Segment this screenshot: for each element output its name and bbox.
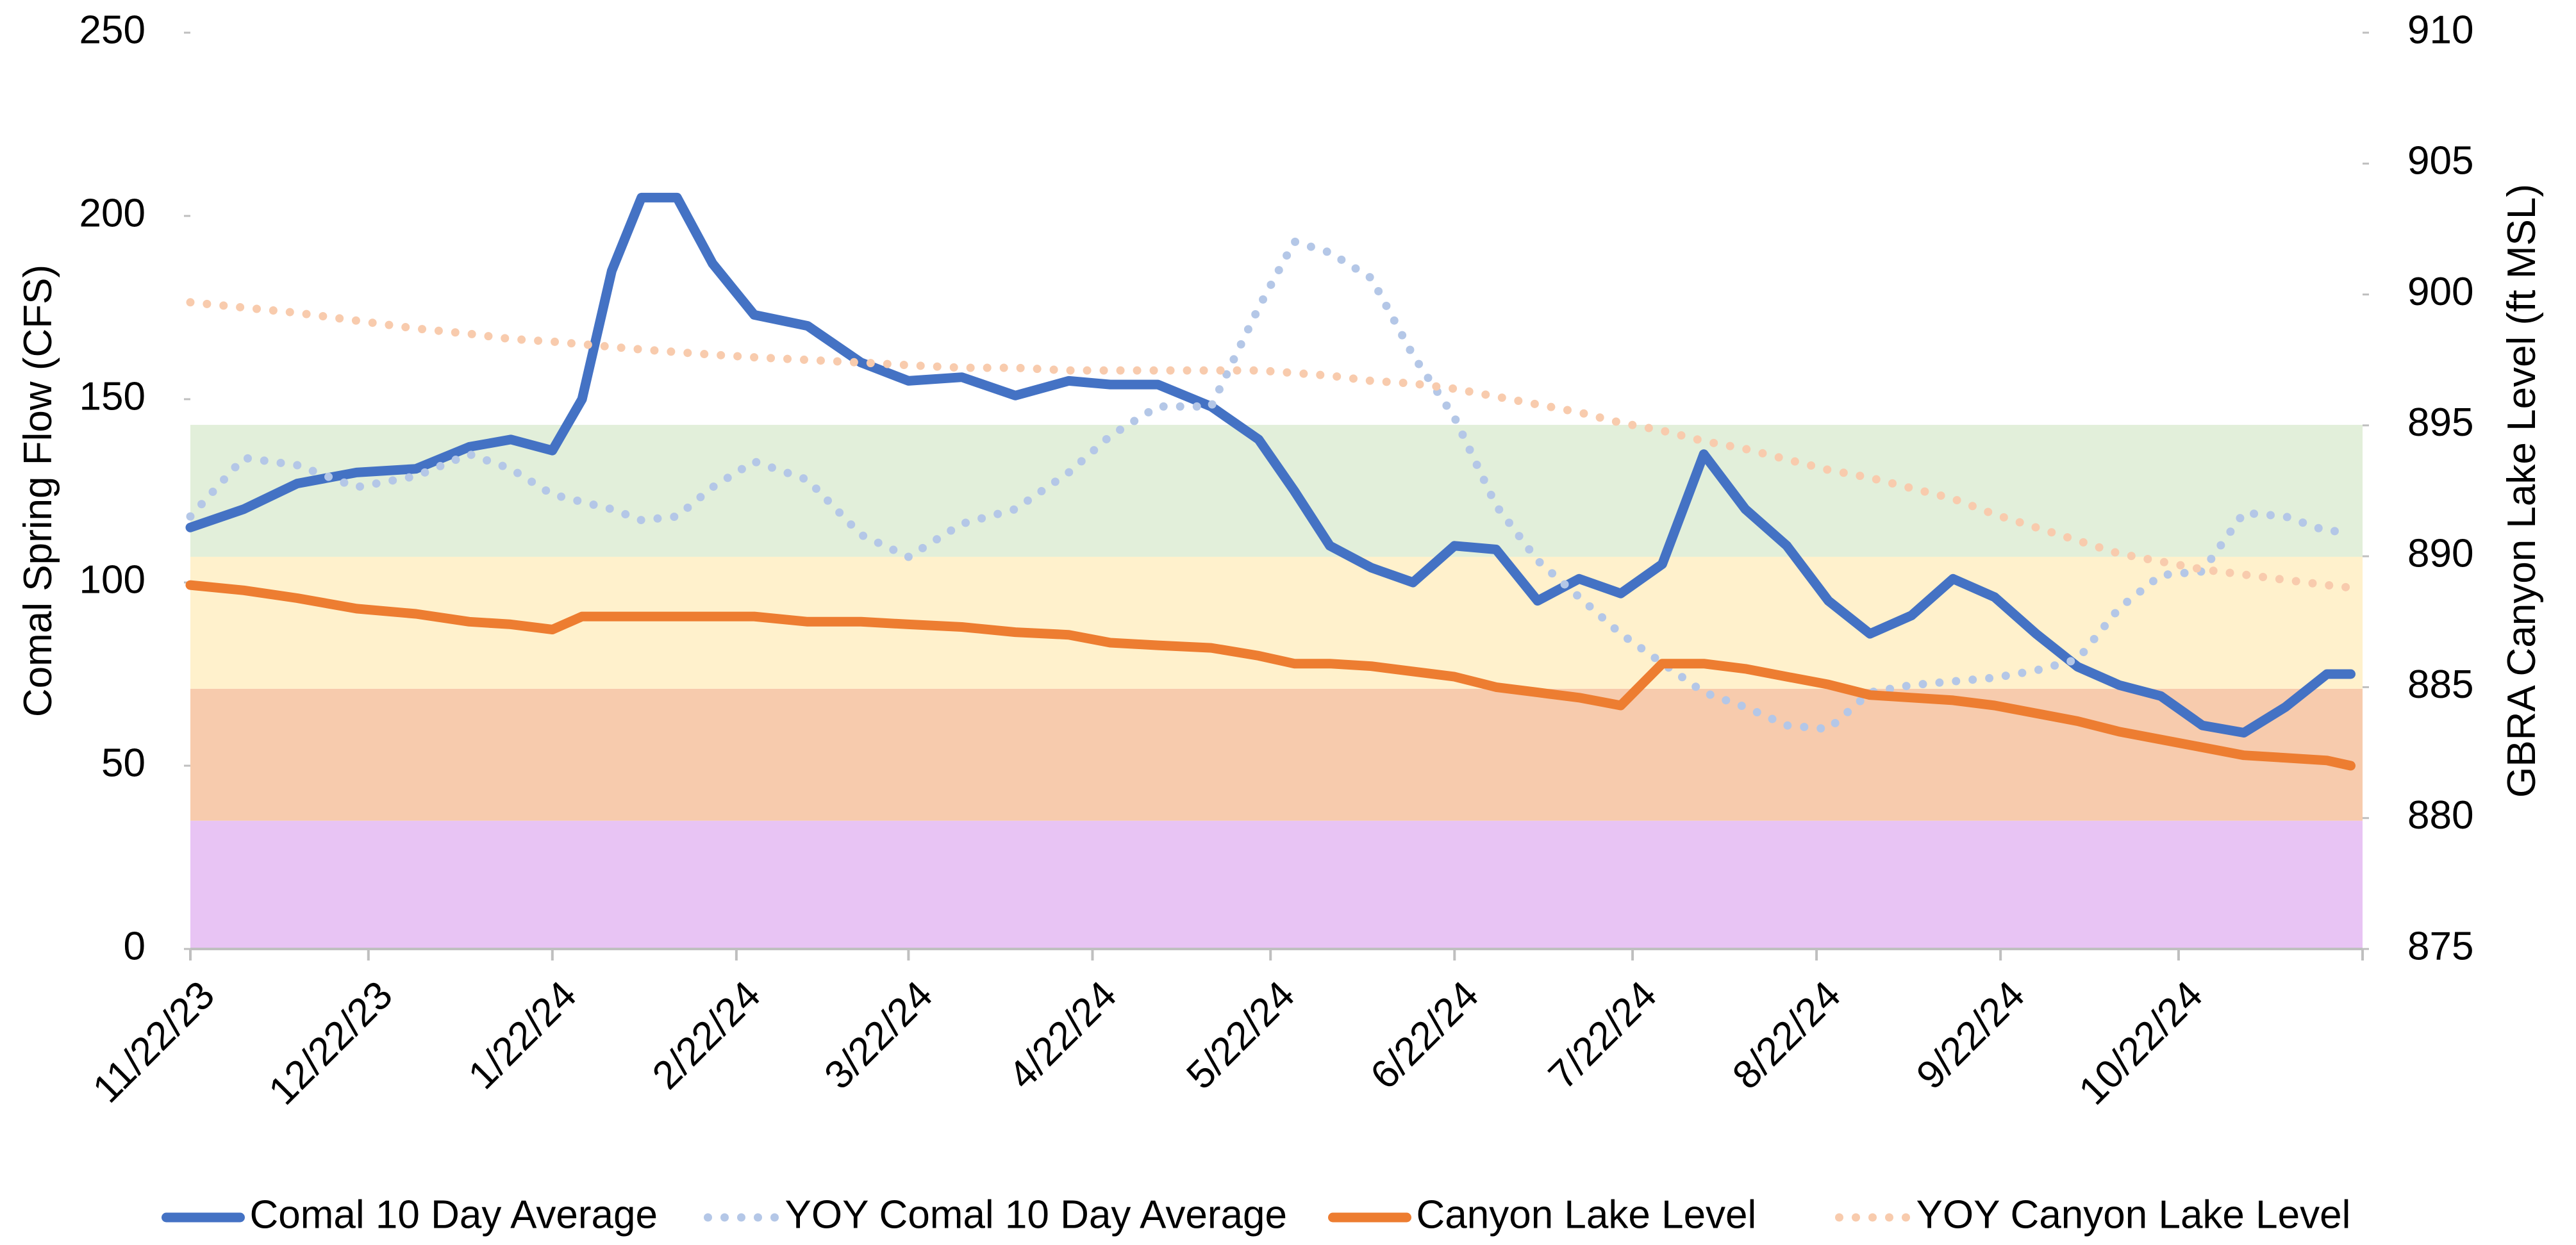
y2-tick-label: 905 xyxy=(2407,139,2473,183)
series-line xyxy=(186,298,2355,592)
x-tick-label: 7/22/24 xyxy=(1540,973,1665,1098)
legend-label: Comal 10 Day Average xyxy=(250,1192,658,1237)
series-line xyxy=(185,580,2356,771)
threshold-band xyxy=(190,688,2363,821)
y2-tick-label: 885 xyxy=(2407,663,2473,707)
legend-item: Canyon Lake Level xyxy=(1328,1192,1757,1237)
y-tick-label: 150 xyxy=(79,374,145,418)
y-tick-label: 50 xyxy=(101,741,145,785)
y2-tick-label: 890 xyxy=(2407,532,2473,576)
y2-axis-title: GBRA Canyon Lake Level (ft MSL) xyxy=(2500,184,2544,798)
x-tick-label: 1/22/24 xyxy=(460,973,585,1098)
threshold-band xyxy=(190,556,2363,689)
x-tick-label: 4/22/24 xyxy=(1000,973,1125,1098)
y2-tick-label: 910 xyxy=(2407,8,2473,52)
y-axis-title: Comal Spring Flow (CFS) xyxy=(16,265,60,717)
y-tick-label: 250 xyxy=(79,8,145,52)
y2-tick-label: 900 xyxy=(2407,270,2473,314)
threshold-band xyxy=(190,820,2363,949)
x-tick-label: 12/22/23 xyxy=(260,973,401,1113)
y-tick-label: 200 xyxy=(79,191,145,235)
legend-label: YOY Comal 10 Day Average xyxy=(785,1192,1287,1237)
x-tick-label: 10/22/24 xyxy=(2071,973,2211,1113)
y2-tick-label: 880 xyxy=(2407,793,2473,837)
y-tick-label: 0 xyxy=(124,924,145,968)
y2-tick-label: 895 xyxy=(2407,400,2473,445)
y-tick-label: 100 xyxy=(79,557,145,602)
x-tick-label: 2/22/24 xyxy=(644,973,769,1098)
legend-item: YOY Comal 10 Day Average xyxy=(704,1192,1287,1237)
legend-label: Canyon Lake Level xyxy=(1417,1192,1757,1237)
series-line xyxy=(185,192,2356,738)
legend-item: YOY Canyon Lake Level xyxy=(1835,1192,2351,1237)
x-tick-label: 3/22/24 xyxy=(816,973,941,1098)
series-line xyxy=(186,237,2355,734)
legend-item: Comal 10 Day Average xyxy=(162,1192,658,1237)
legend-label: YOY Canyon Lake Level xyxy=(1916,1192,2351,1237)
x-tick-label: 11/22/23 xyxy=(85,973,223,1111)
x-tick-label: 5/22/24 xyxy=(1178,973,1303,1098)
x-tick-label: 6/22/24 xyxy=(1362,973,1487,1098)
x-tick-label: 9/22/24 xyxy=(1908,973,2033,1098)
x-tick-label: 8/22/24 xyxy=(1724,973,1849,1098)
y2-tick-label: 875 xyxy=(2407,924,2473,968)
